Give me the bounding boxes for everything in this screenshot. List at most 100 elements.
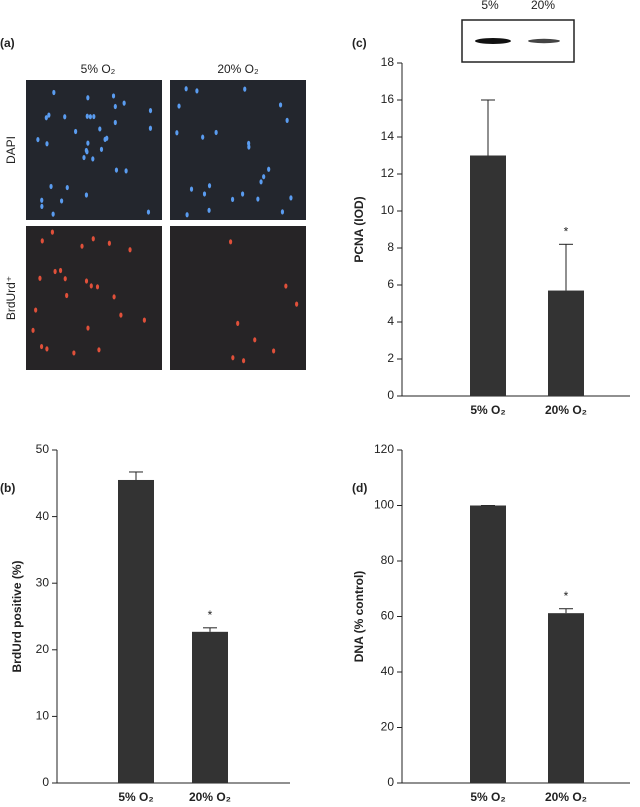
cell-nucleus [185, 212, 189, 218]
column-label: 5% O₂ [81, 62, 116, 76]
y-axis-label: BrdUrd positive (%) [10, 560, 24, 672]
y-tick-label: 100 [374, 498, 394, 512]
column-label: 20% O₂ [217, 62, 259, 76]
cell-nucleus [59, 198, 64, 204]
cell-nucleus [92, 113, 96, 120]
cell-nucleus [40, 203, 44, 210]
cell-nucleus [278, 102, 283, 108]
cell-nucleus [236, 320, 240, 326]
cell-nucleus [111, 93, 116, 99]
y-tick-label: 16 [381, 92, 395, 106]
cell-nucleus [47, 112, 51, 118]
cell-nucleus [86, 140, 90, 146]
y-tick-label: 20 [36, 642, 50, 656]
y-tick-label: 8 [387, 240, 394, 254]
cell-nucleus [45, 346, 49, 352]
cell-nucleus [207, 183, 212, 189]
y-tick-label: 80 [381, 553, 395, 567]
cell-nucleus [253, 337, 257, 343]
cell-nucleus [89, 283, 93, 289]
cell-nucleus [53, 268, 57, 275]
cell-nucleus [231, 355, 235, 361]
blot-band [528, 38, 560, 44]
y-tick-label: 0 [387, 388, 394, 402]
cell-nucleus [262, 174, 266, 180]
cell-nucleus [289, 195, 293, 201]
y-tick-label: 4 [387, 314, 394, 328]
bar [470, 155, 506, 396]
cell-nucleus [65, 184, 69, 191]
blot-band [475, 38, 511, 44]
cell-nucleus [228, 239, 233, 245]
cell-nucleus [113, 119, 117, 126]
cell-nucleus [114, 167, 119, 173]
cell-nucleus [86, 95, 90, 101]
cell-nucleus [148, 107, 153, 114]
panel-label: (d) [352, 481, 367, 495]
cell-nucleus [88, 114, 92, 120]
cell-nucleus [45, 141, 49, 147]
x-tick-label: 20% O₂ [189, 790, 231, 804]
cell-nucleus [80, 243, 84, 249]
cell-nucleus [256, 196, 260, 202]
cell-nucleus [82, 154, 86, 161]
cell-nucleus [243, 86, 247, 92]
cell-nucleus [99, 146, 104, 152]
cell-nucleus [91, 236, 95, 242]
panel-label: (c) [352, 36, 367, 50]
cell-nucleus [201, 134, 205, 140]
y-tick-label: 12 [381, 166, 395, 180]
micrograph [170, 80, 306, 220]
cell-nucleus [36, 136, 40, 143]
cell-nucleus [142, 317, 146, 323]
cell-nucleus [119, 312, 123, 318]
y-tick-label: 10 [36, 709, 50, 723]
cell-nucleus [195, 88, 199, 94]
bar [548, 613, 584, 783]
cell-nucleus [63, 114, 67, 120]
y-tick-label: 40 [381, 664, 395, 678]
x-tick-label: 20% O₂ [545, 790, 587, 804]
cell-nucleus [39, 343, 44, 350]
cell-nucleus [105, 135, 109, 141]
cell-nucleus [38, 275, 42, 281]
y-axis-label: DNA (% control) [352, 571, 366, 663]
cell-nucleus [272, 348, 276, 354]
cell-nucleus [107, 240, 111, 246]
cell-nucleus [189, 186, 194, 192]
micrograph [26, 80, 162, 220]
cell-nucleus [51, 211, 55, 217]
y-tick-label: 30 [36, 575, 50, 589]
cell-nucleus [214, 129, 218, 136]
cell-nucleus [241, 191, 245, 197]
cell-nucleus [52, 89, 56, 96]
x-tick-label: 5% O₂ [470, 403, 505, 417]
cell-nucleus [280, 209, 285, 215]
cell-nucleus [72, 350, 76, 356]
micrograph [26, 226, 162, 370]
bar [470, 505, 506, 783]
cell-nucleus [95, 284, 100, 290]
cell-nucleus [91, 156, 95, 162]
cell-nucleus [128, 247, 132, 253]
cell-nucleus [146, 209, 151, 215]
panel-label: (a) [0, 36, 15, 50]
cell-nucleus [202, 191, 207, 197]
y-tick-label: 50 [36, 442, 50, 456]
y-tick-label: 60 [381, 609, 395, 623]
cell-nucleus [86, 325, 90, 331]
y-tick-label: 2 [387, 351, 394, 365]
cell-nucleus [84, 278, 89, 284]
y-tick-label: 40 [36, 509, 50, 523]
cell-nucleus [207, 207, 211, 213]
cell-nucleus [184, 86, 188, 92]
significance-mark: * [208, 608, 213, 622]
y-tick-label: 0 [387, 775, 394, 789]
cell-nucleus [34, 307, 38, 313]
y-tick-label: 20 [381, 720, 395, 734]
bar [192, 631, 228, 783]
cell-nucleus [247, 144, 251, 150]
y-tick-label: 0 [42, 775, 49, 789]
cell-nucleus [112, 294, 116, 300]
row-label: DAPI [4, 136, 18, 164]
